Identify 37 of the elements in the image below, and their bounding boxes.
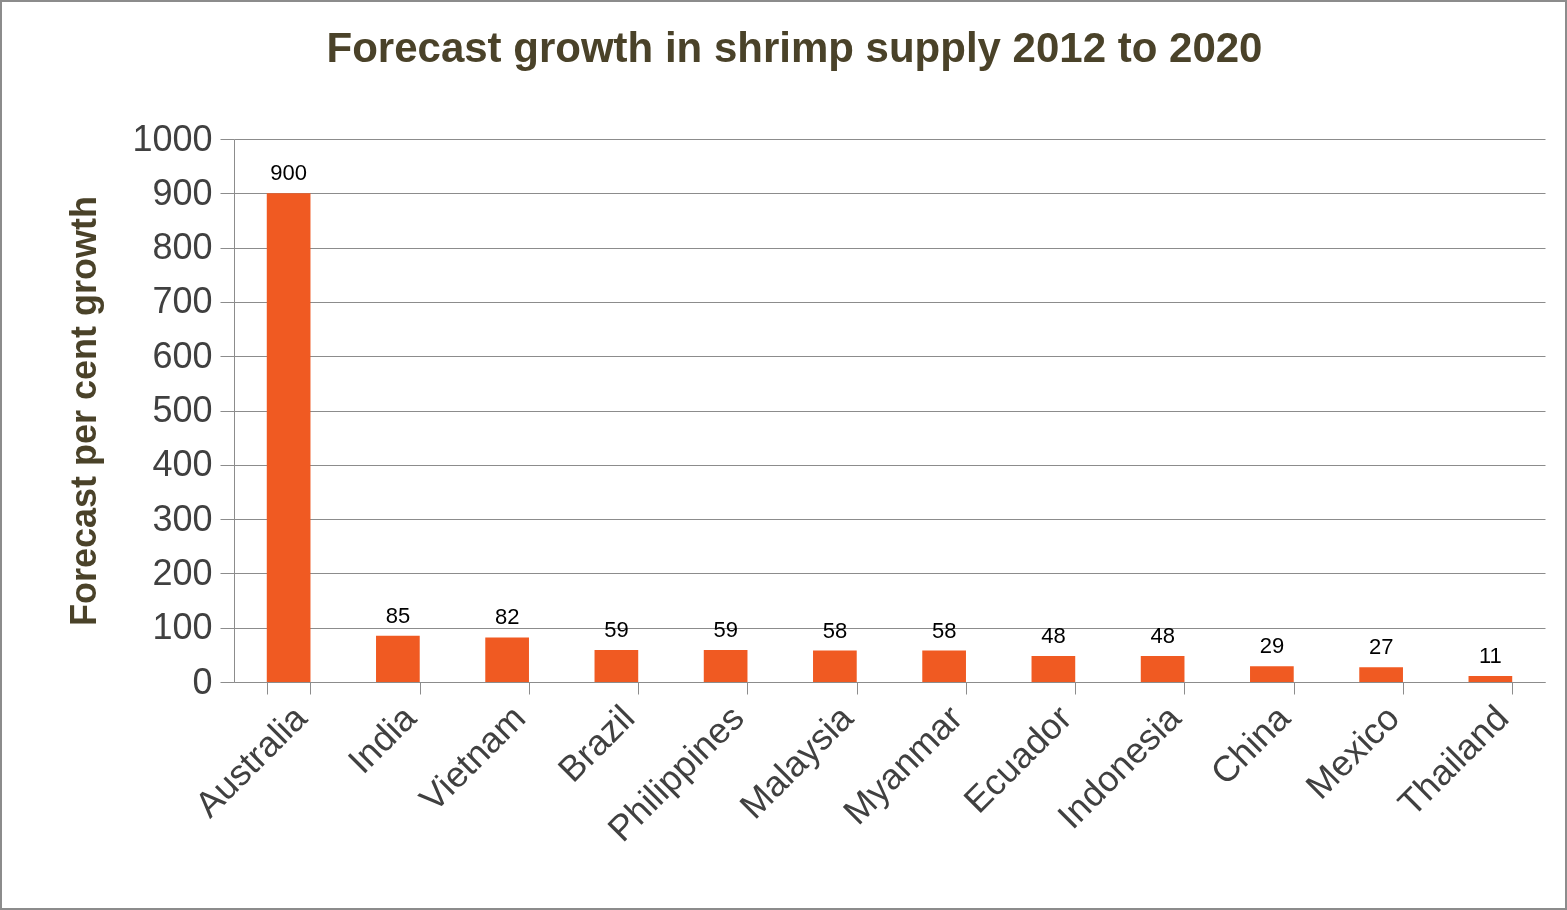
data-label: 58 [822, 617, 848, 643]
data-label: 58 [931, 617, 957, 643]
y-tick-label: 100 [152, 606, 213, 648]
y-tick-label: 800 [152, 226, 213, 268]
data-label: 900 [270, 160, 307, 186]
y-axis-title: Forecast per cent growth [63, 195, 105, 627]
data-label: 27 [1368, 634, 1394, 660]
bar [922, 650, 966, 682]
data-label: 82 [494, 604, 520, 630]
y-tick-label: 500 [152, 389, 213, 430]
bar [1031, 655, 1076, 682]
chart-title: Forecast growth in shrimp supply 2012 to 2020 [326, 24, 1263, 71]
y-tick-label: 700 [152, 280, 213, 322]
bar [1140, 655, 1185, 682]
bar [266, 193, 311, 682]
bar [813, 650, 857, 682]
y-tick-label: 200 [152, 551, 213, 593]
data-label: 48 [1041, 622, 1066, 648]
y-tick-label: 0 [192, 660, 213, 702]
y-tick-label: 900 [152, 171, 213, 213]
data-label: 48 [1150, 622, 1175, 648]
bar [376, 635, 420, 682]
y-tick-label: 400 [152, 443, 213, 485]
bar [1359, 667, 1403, 682]
data-label: 11 [1478, 643, 1502, 669]
y-tick-label: 300 [152, 497, 213, 539]
data-label: 85 [385, 602, 411, 628]
bar [703, 649, 748, 682]
bar [1250, 666, 1294, 682]
data-label: 59 [713, 616, 738, 642]
y-tick-label: 600 [152, 334, 213, 376]
data-label: 29 [1259, 633, 1285, 659]
bar [1468, 676, 1513, 682]
data-label: 59 [604, 616, 629, 642]
bar [594, 649, 639, 682]
y-tick-label: 1000 [132, 117, 213, 159]
bar [485, 637, 529, 682]
